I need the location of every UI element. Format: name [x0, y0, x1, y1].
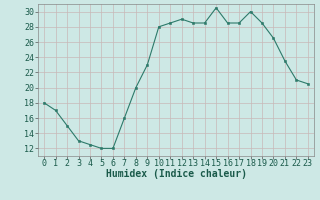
X-axis label: Humidex (Indice chaleur): Humidex (Indice chaleur) [106, 169, 246, 179]
